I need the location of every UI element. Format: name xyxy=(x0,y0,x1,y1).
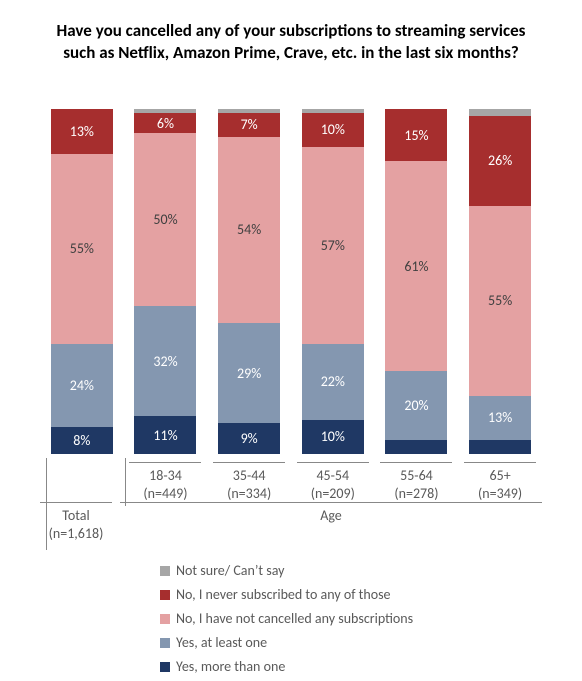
legend-item-not-sure: Not sure/ Can’t say xyxy=(160,562,552,579)
axis-row-1: 18-34(n=449) 35-44(n=334) 45-54(n=209) 55-6… xyxy=(30,454,552,502)
legend-swatch xyxy=(160,590,170,600)
bar-column: 13%55%26% xyxy=(464,109,536,454)
stacked-bar: 9%29%54%7% xyxy=(218,109,280,454)
bar-segment-no-never-subscribed: 10% xyxy=(302,113,364,148)
legend-swatch xyxy=(160,662,170,672)
bar-segment-no-not-cancelled: 55% xyxy=(469,206,531,396)
stacked-bar: 20%61%15% xyxy=(385,109,447,454)
bar-segment-not-sure xyxy=(302,109,364,112)
axis-separator xyxy=(46,458,47,550)
legend-label: No, I never subscribed to any of those xyxy=(176,586,391,603)
legend-item-yes-more-than-one: Yes, more than one xyxy=(160,658,552,675)
bar-segment-yes-at-least-one: 13% xyxy=(469,396,531,441)
bar-segment-yes-more-than-one: 9% xyxy=(218,423,280,454)
bar-segment-yes-at-least-one: 29% xyxy=(218,323,280,423)
legend-swatch xyxy=(160,566,170,576)
axis-row-2: Total (n=1,618) Age xyxy=(30,502,552,542)
axis-category-label: 55-64(n=278) xyxy=(380,462,452,502)
bar-column: 20%61%15% xyxy=(380,109,452,454)
bar-segment-no-never-subscribed: 26% xyxy=(469,116,531,206)
bar-segment-not-sure xyxy=(134,109,196,112)
bar-column: 9%29%54%7% xyxy=(213,109,285,454)
stacked-bar: 13%55%26% xyxy=(469,109,531,454)
bar-segment-no-not-cancelled: 50% xyxy=(134,133,196,306)
legend-item-no-never-subscribed: No, I never subscribed to any of those xyxy=(160,586,552,603)
bar-segment-yes-more-than-one: 8% xyxy=(51,427,113,455)
axis-category-label: 35-44(n=334) xyxy=(213,462,285,502)
bar-segment-yes-at-least-one: 22% xyxy=(302,344,364,420)
legend-label: Yes, at least one xyxy=(176,634,267,651)
axis-total-line2: (n=1,618) xyxy=(49,525,104,542)
legend-label: Yes, more than one xyxy=(176,658,285,675)
bar-segment-yes-more-than-one xyxy=(385,440,447,454)
axis-separator xyxy=(125,458,126,506)
stacked-bar: 10%22%57%10% xyxy=(302,109,364,454)
legend-item-yes-at-least-one: Yes, at least one xyxy=(160,634,552,651)
axis-total-label: Total (n=1,618) xyxy=(40,502,112,542)
bar-segment-no-not-cancelled: 54% xyxy=(218,137,280,323)
bar-segment-not-sure xyxy=(469,109,531,116)
bar-segment-no-not-cancelled: 61% xyxy=(385,161,447,371)
bar-segment-no-never-subscribed: 7% xyxy=(218,113,280,137)
legend-label: Not sure/ Can’t say xyxy=(176,562,284,579)
legend-swatch xyxy=(160,638,170,648)
bar-segment-yes-at-least-one: 20% xyxy=(385,371,447,440)
bar-segment-yes-at-least-one: 32% xyxy=(134,306,196,416)
axis-category-label: 18-34(n=449) xyxy=(129,462,201,502)
stacked-bar: 8%24%55%13% xyxy=(51,109,113,454)
bar-segment-no-never-subscribed: 6% xyxy=(134,113,196,134)
bar-segment-no-not-cancelled: 57% xyxy=(302,147,364,344)
axis-category-label: 65+(n=349) xyxy=(464,462,536,502)
bar-segment-no-not-cancelled: 55% xyxy=(51,154,113,344)
bar-column: 10%22%57%10% xyxy=(297,109,369,454)
chart-plot-area: 8%24%55%13%11%32%50%6%9%29%54%7%10%22%57… xyxy=(30,84,552,454)
bar-segment-yes-at-least-one: 24% xyxy=(51,344,113,427)
chart-legend: Not sure/ Can’t say No, I never subscribe… xyxy=(30,562,552,675)
axis-category-label xyxy=(46,462,118,502)
stacked-bar: 11%32%50%6% xyxy=(134,109,196,454)
bar-segment-yes-more-than-one: 11% xyxy=(134,416,196,454)
bar-column: 8%24%55%13% xyxy=(46,109,118,454)
bar-segment-no-never-subscribed: 15% xyxy=(385,109,447,161)
axis-category-label: 45-54(n=209) xyxy=(297,462,369,502)
bar-segment-not-sure xyxy=(218,109,280,112)
legend-label: No, I have not cancelled any subscriptio… xyxy=(176,610,413,627)
bar-segment-yes-more-than-one xyxy=(469,440,531,454)
chart-title: Have you cancelled any of your subscript… xyxy=(50,20,532,64)
legend-swatch xyxy=(160,614,170,624)
bar-segment-no-never-subscribed: 13% xyxy=(51,109,113,154)
axis-age-group-label: Age xyxy=(120,502,542,525)
axis-total-line1: Total xyxy=(62,507,89,524)
bar-column: 11%32%50%6% xyxy=(129,109,201,454)
bar-segment-yes-more-than-one: 10% xyxy=(302,420,364,455)
legend-item-no-not-cancelled: No, I have not cancelled any subscriptio… xyxy=(160,610,552,627)
